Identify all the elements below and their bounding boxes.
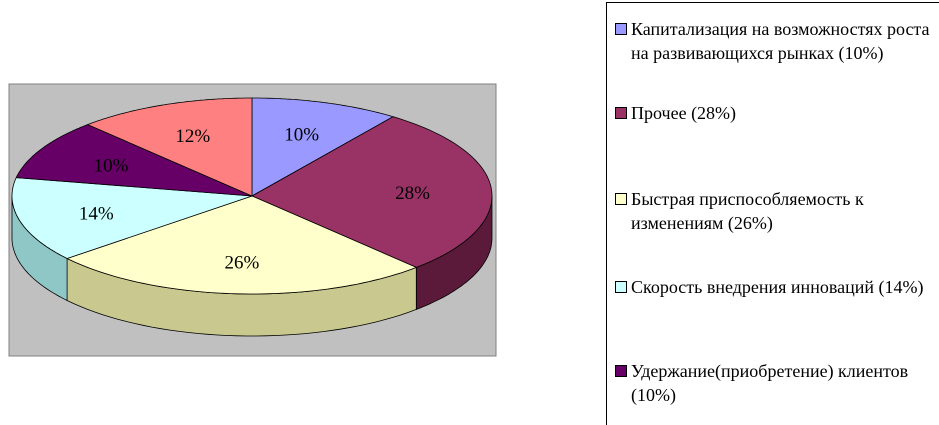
data-label: 10% [94, 155, 129, 176]
legend-item: Капитализация на возможностях роста на р… [615, 17, 937, 65]
slice-customer-retention [15, 124, 253, 197]
pie-slices [11, 97, 493, 295]
legend-label: Прочее (28%) [631, 103, 737, 123]
legend: Капитализация на возможностях роста на р… [606, 2, 939, 425]
slice-growth-markets [251, 97, 395, 197]
legend-item: Быстрая приспособляемость к изменениям (… [615, 187, 937, 235]
legend-label: Капитализация на возможностях роста на р… [631, 19, 930, 63]
legend-label: Быстрая приспособляемость к изменениям (… [631, 189, 864, 233]
slice-other [251, 116, 493, 268]
legend-swatch [615, 193, 627, 205]
legend-item: Удержание(приобретение) клиентов (10%) [615, 359, 937, 407]
legend-swatch [615, 23, 627, 35]
slice-adaptability [66, 195, 418, 295]
legend-swatch [615, 281, 627, 293]
pie-data-labels: 10% 28% 26% 14% 10% 12% [79, 125, 430, 274]
legend-swatch [615, 365, 627, 377]
legend-label: Удержание(приобретение) клиентов (10%) [631, 361, 909, 405]
data-label: 28% [395, 183, 430, 204]
slice-innovation [11, 177, 253, 259]
legend-swatch [615, 107, 627, 119]
legend-item: Прочее (28%) [615, 101, 937, 125]
pie-chart: 10% 28% 26% 14% 10% 12% [8, 83, 497, 357]
slice-remaining [86, 97, 253, 197]
data-label: 10% [284, 125, 319, 146]
data-label: 12% [175, 126, 210, 147]
legend-item: Скорость внедрения инноваций (14%) [615, 275, 937, 299]
data-label: 26% [224, 253, 259, 274]
legend-label: Скорость внедрения инноваций (14%) [631, 277, 924, 297]
data-label: 14% [79, 203, 114, 224]
